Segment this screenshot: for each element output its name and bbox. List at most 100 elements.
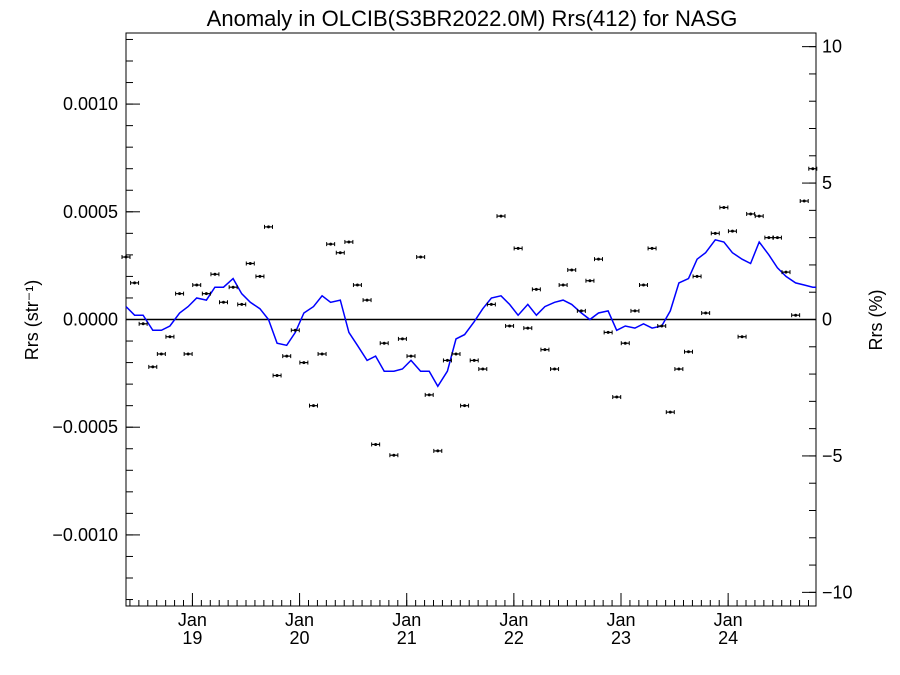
y-tick-label-right: −10	[822, 582, 853, 602]
data-point	[424, 392, 434, 397]
data-point	[567, 267, 577, 272]
data-point	[799, 199, 809, 204]
y-axis-title-left: Rrs (str⁻¹)	[22, 280, 42, 360]
data-point	[309, 403, 318, 408]
data-point	[352, 283, 362, 288]
x-tick-label-year: 21	[397, 628, 417, 648]
data-point	[290, 328, 300, 333]
x-tick-label-year: 19	[182, 628, 202, 648]
data-point	[416, 255, 426, 260]
point-marker	[445, 358, 449, 362]
data-point	[727, 229, 737, 234]
data-point	[192, 283, 202, 288]
data-point	[496, 214, 506, 219]
point-marker	[668, 410, 672, 414]
point-marker	[757, 214, 761, 218]
y-tick-label-left: 0.0010	[63, 94, 118, 114]
data-point	[513, 246, 523, 251]
data-point	[317, 351, 327, 356]
data-point	[371, 442, 381, 447]
data-point	[148, 364, 158, 369]
point-marker	[285, 354, 289, 358]
point-marker	[543, 348, 547, 352]
plot-area	[125, 32, 817, 607]
point-marker	[749, 212, 753, 216]
point-marker	[730, 229, 734, 233]
data-point	[594, 257, 603, 262]
y-tick-label-right: 10	[822, 37, 842, 57]
x-tick-label-year: 20	[290, 628, 310, 648]
point-marker	[124, 255, 128, 259]
data-point	[326, 242, 336, 247]
data-point	[523, 326, 533, 331]
data-point	[657, 323, 667, 328]
data-point	[460, 403, 470, 408]
data-point	[684, 349, 693, 354]
data-point	[397, 336, 407, 341]
data-point	[130, 280, 140, 285]
data-point	[791, 313, 801, 318]
x-tick-label-month: Jan	[392, 610, 421, 630]
x-tick-label-year: 22	[504, 628, 524, 648]
point-marker	[713, 231, 717, 235]
point-marker	[794, 313, 798, 317]
data-point	[255, 274, 265, 279]
point-marker	[267, 225, 270, 229]
point-marker	[579, 309, 583, 313]
data-point	[165, 334, 175, 339]
point-marker	[704, 311, 708, 315]
y-tick-label-left: 0.0005	[63, 202, 118, 222]
data-point	[486, 302, 496, 307]
point-marker	[463, 404, 467, 408]
x-tick-label-month: Jan	[499, 610, 528, 630]
y-tick-label-left: −0.0010	[52, 525, 118, 545]
point-marker	[133, 281, 137, 285]
data-point	[692, 274, 702, 279]
point-marker	[650, 246, 654, 250]
point-marker	[186, 352, 190, 356]
point-marker	[365, 298, 369, 302]
data-point	[183, 351, 193, 356]
point-marker	[178, 292, 182, 296]
point-marker	[240, 302, 244, 306]
point-marker	[606, 330, 610, 334]
y-tick-label-left: 0.0000	[63, 310, 118, 330]
point-marker	[213, 272, 217, 276]
data-point	[764, 235, 774, 240]
data-point	[808, 166, 818, 171]
data-point	[362, 298, 372, 303]
point-marker	[472, 358, 476, 362]
point-marker	[642, 283, 645, 287]
point-marker	[588, 279, 592, 283]
point-marker	[400, 337, 404, 341]
data-point	[781, 270, 791, 275]
point-marker	[499, 214, 503, 218]
point-marker	[374, 442, 378, 446]
point-marker	[561, 283, 565, 287]
data-point	[442, 358, 452, 363]
data-point	[175, 291, 185, 296]
data-point	[335, 250, 345, 255]
point-marker	[248, 261, 252, 265]
point-marker	[222, 300, 225, 304]
x-tick-label-year: 23	[611, 628, 631, 648]
point-marker	[347, 240, 351, 244]
data-point	[603, 330, 613, 335]
point-marker	[338, 251, 342, 255]
x-tick-label-month: Jan	[178, 610, 207, 630]
point-marker	[687, 350, 690, 354]
data-point	[710, 231, 720, 236]
data-point	[264, 224, 273, 229]
point-marker	[553, 367, 557, 371]
point-marker	[320, 352, 324, 356]
data-points	[121, 166, 818, 458]
data-point	[754, 214, 764, 219]
data-point	[620, 341, 630, 346]
point-marker	[436, 449, 440, 453]
point-marker	[302, 361, 306, 365]
point-marker	[767, 236, 771, 240]
point-marker	[481, 367, 485, 371]
point-marker	[409, 354, 413, 358]
point-marker	[695, 274, 699, 278]
